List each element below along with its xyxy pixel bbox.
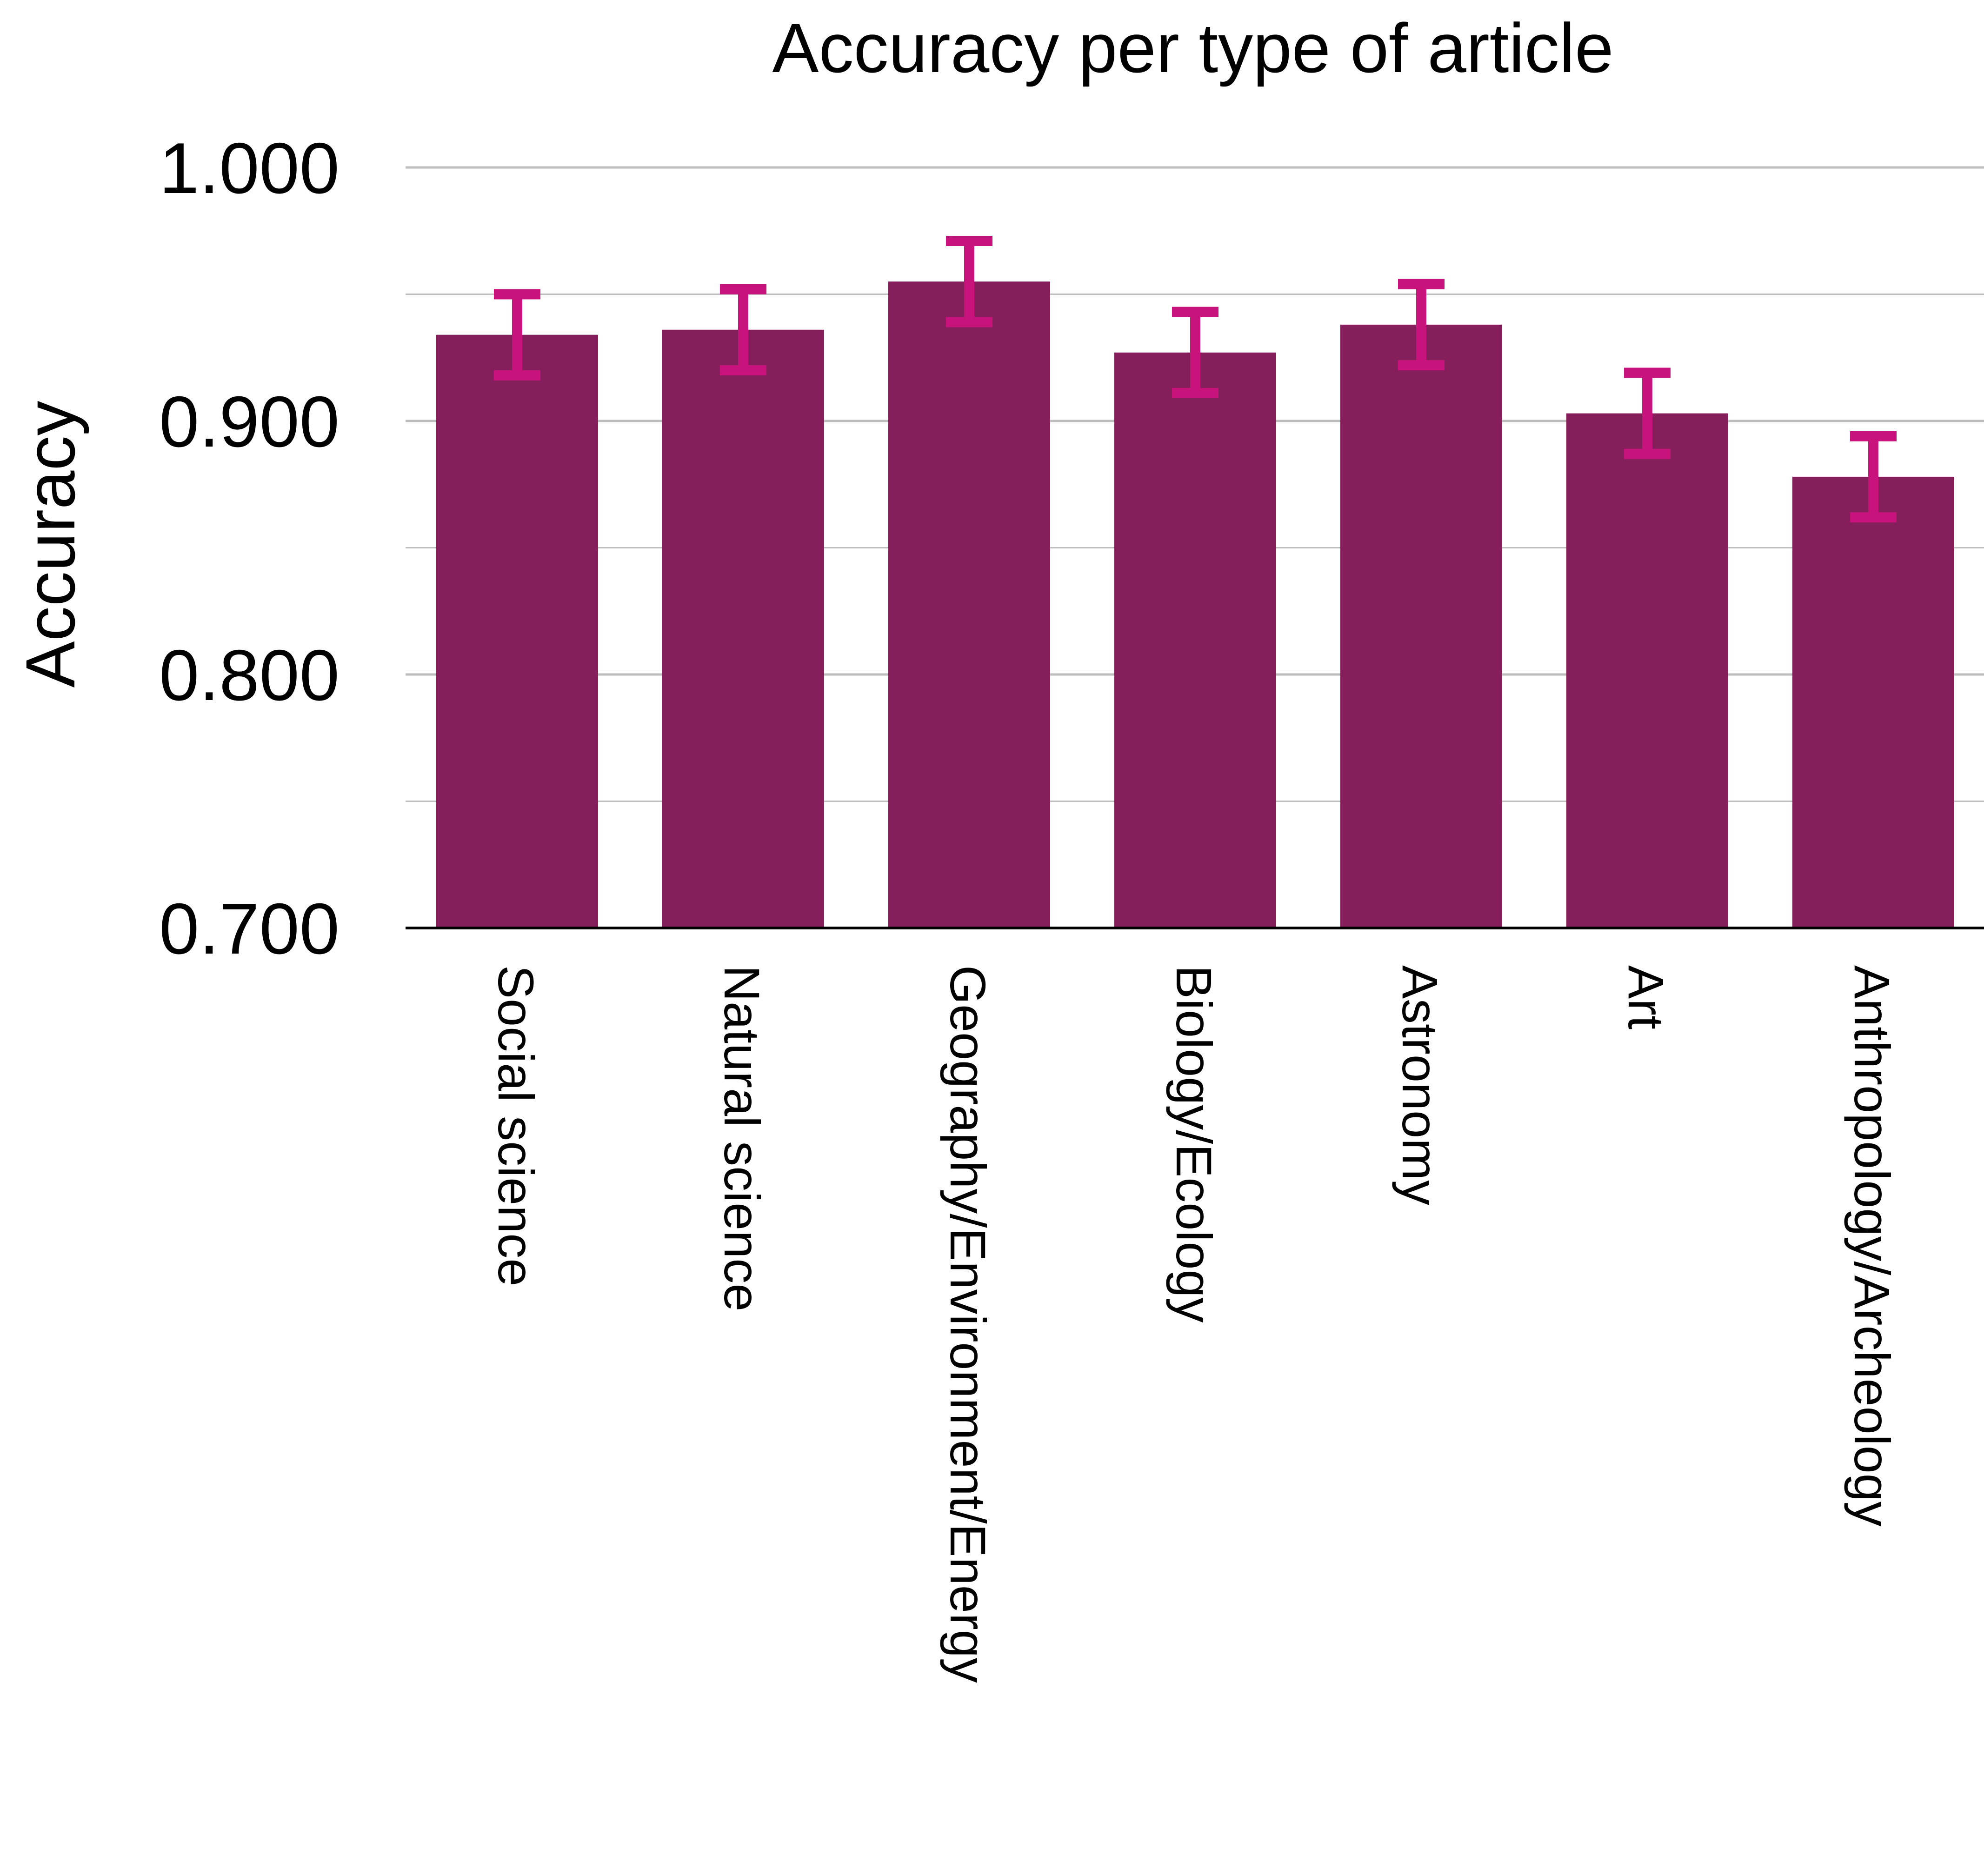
bar bbox=[1340, 324, 1502, 928]
error-bar bbox=[720, 284, 766, 375]
x-tick-label: Natural science bbox=[714, 965, 770, 1311]
y-tick-label: 0.700 bbox=[159, 888, 340, 969]
error-bar bbox=[1172, 307, 1218, 399]
x-tick-label: Social science bbox=[488, 965, 544, 1286]
y-tick-label: 0.800 bbox=[159, 635, 340, 715]
error-bar bbox=[494, 289, 540, 381]
bar bbox=[662, 329, 824, 928]
y-tick-label: 0.900 bbox=[159, 381, 340, 462]
error-bar bbox=[1624, 367, 1671, 459]
error-bar bbox=[1850, 431, 1897, 523]
x-tick-label: Art bbox=[1618, 965, 1674, 1029]
x-axis-tick-labels: Social science Natural science Geography/E… bbox=[488, 965, 1900, 1683]
error-bar bbox=[946, 236, 992, 327]
x-tick-label: Biology/Ecology bbox=[1166, 965, 1222, 1322]
x-tick-label: Astronomy bbox=[1392, 965, 1448, 1205]
bar bbox=[888, 281, 1050, 928]
bar bbox=[1566, 413, 1728, 928]
y-axis-title: Accuracy bbox=[11, 401, 89, 688]
bars bbox=[436, 281, 1954, 928]
error-bars bbox=[494, 236, 1897, 523]
error-bar bbox=[1398, 279, 1445, 371]
bar bbox=[1114, 352, 1276, 928]
y-tick-label: 1.000 bbox=[159, 128, 340, 208]
y-axis-tick-labels: 0.700 0.800 0.900 1.000 bbox=[159, 128, 340, 969]
x-tick-label: Anthropology/Archeology bbox=[1844, 965, 1900, 1527]
bar bbox=[436, 334, 598, 928]
chart-title: Accuracy per type of article bbox=[772, 9, 1613, 87]
bar bbox=[1792, 476, 1954, 928]
x-tick-label: Geography/Environment/Energy bbox=[940, 965, 996, 1683]
